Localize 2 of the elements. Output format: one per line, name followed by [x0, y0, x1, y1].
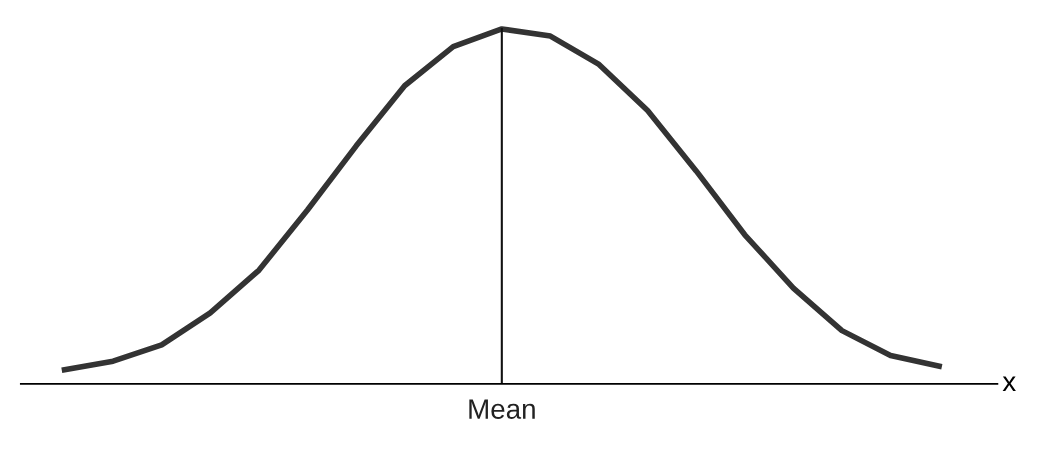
x-axis-title: x	[1002, 376, 1016, 392]
text: Mean	[469, 399, 535, 419]
